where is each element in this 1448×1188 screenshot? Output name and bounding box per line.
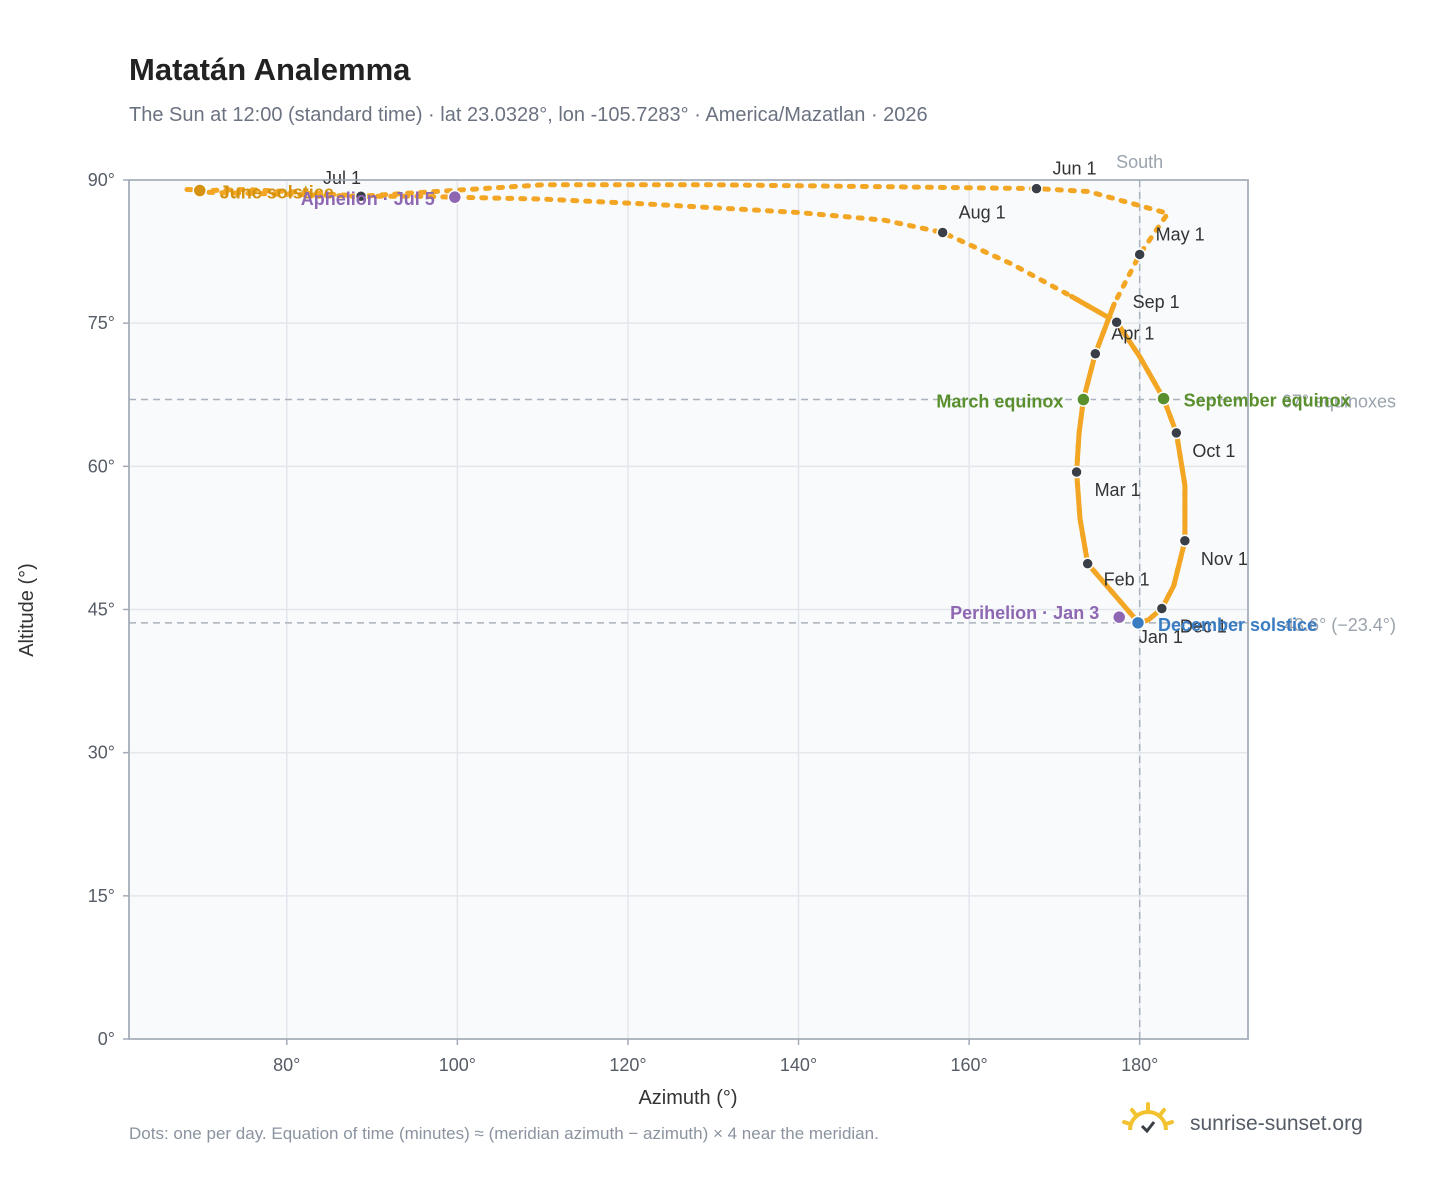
x-axis-title: Azimuth (°) (638, 1087, 737, 1109)
reference-line-label: 43.6° (−23.4°) (1284, 615, 1396, 635)
sun-logo-icon (1122, 1102, 1174, 1134)
event-marker (1130, 615, 1146, 631)
event-label: March equinox (936, 392, 1063, 412)
x-tick-label: 120° (609, 1055, 646, 1075)
reference-lines: South 67° equinoxes 43.6° (−23.4°) (129, 152, 1396, 1039)
reference-line-label: 67° equinoxes (1282, 392, 1396, 412)
meridian-label: South (1116, 152, 1163, 172)
event-label: June solstice (220, 182, 334, 202)
month-marker (1110, 315, 1123, 329)
x-tick-label: 180° (1121, 1055, 1158, 1075)
event-marker (1111, 609, 1127, 625)
month-marker (936, 226, 949, 239)
event-label: December solstice (1158, 615, 1317, 635)
y-tick-label: 45° (88, 600, 115, 620)
analemma-chart: South 67° equinoxes 43.6° (−23.4°) Jan 1 Fe… (16, 152, 1396, 1109)
month-label: Oct 1 (1192, 441, 1235, 461)
y-tick-label: 90° (88, 170, 115, 190)
y-tick-label: 75° (88, 313, 115, 333)
y-tick-label: 15° (88, 886, 115, 906)
event-label: September equinox (1184, 391, 1351, 411)
month-markers: Jan 1 Feb 1 Mar 1 Apr 1 May 1 Jun 1 Jul 1 Aug 1… (323, 159, 1248, 647)
y-tick-label: 0° (98, 1029, 115, 1049)
month-marker (1081, 557, 1094, 570)
x-tick-label: 80° (273, 1055, 300, 1075)
month-label: Mar 1 (1095, 480, 1141, 500)
x-tick-label: 140° (780, 1055, 817, 1075)
month-label: Dec 1 (1180, 617, 1227, 637)
y-axis-title: Altitude (°) (16, 563, 38, 657)
x-tick-label: 160° (950, 1055, 987, 1075)
event-markers: March equinox September equinox June solst… (192, 182, 1351, 635)
page-subtitle: The Sun at 12:00 (standard time) · lat 2… (129, 104, 928, 126)
page-title: Matatán Analemma (129, 52, 411, 87)
brand-text: sunrise-sunset.org (1190, 1112, 1363, 1135)
month-label: Jan 1 (1139, 627, 1183, 647)
month-label: Jun 1 (1052, 159, 1096, 179)
month-marker (1133, 248, 1146, 261)
month-label: Jul 1 (323, 168, 361, 188)
footnote: Dots: one per day. Equation of time (min… (129, 1124, 879, 1143)
month-marker (1155, 602, 1169, 615)
month-marker (1070, 465, 1083, 479)
brand[interactable]: sunrise-sunset.org (1120, 1100, 1420, 1150)
month-label: Sep 1 (1133, 292, 1180, 312)
y-tick-label: 30° (88, 743, 115, 763)
month-marker (1030, 182, 1043, 195)
axis-ticks: 80° 100° 120° 140° 160° 180° 0° 15° 30° 45° 60° 75°… (88, 170, 1159, 1075)
month-marker (354, 189, 368, 203)
event-marker (1076, 392, 1091, 407)
month-marker (1178, 534, 1192, 548)
month-label: Feb 1 (1104, 570, 1150, 590)
month-label: May 1 (1156, 224, 1205, 244)
month-label: Nov 1 (1201, 549, 1248, 569)
x-tick-label: 100° (439, 1055, 476, 1075)
y-tick-label: 60° (88, 456, 115, 476)
month-label: Apr 1 (1111, 324, 1154, 344)
event-label: Perihelion · Jan 3 (950, 603, 1099, 623)
event-marker (192, 183, 208, 198)
event-label: Aphelion · Jul 5 (301, 189, 435, 209)
month-label: Aug 1 (959, 202, 1006, 222)
event-marker (447, 189, 463, 205)
month-marker (1089, 347, 1102, 360)
event-marker (1156, 391, 1171, 406)
month-marker (1170, 426, 1183, 440)
